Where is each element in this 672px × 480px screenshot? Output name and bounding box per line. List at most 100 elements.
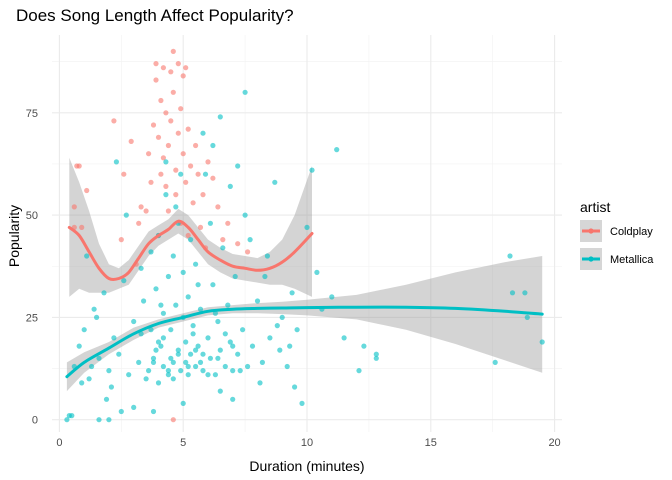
point-metallica [227, 339, 233, 345]
point-metallica [81, 327, 87, 333]
point-coldplay [185, 126, 191, 132]
point-coldplay [165, 208, 171, 214]
point-coldplay [153, 77, 159, 83]
point-metallica [108, 384, 114, 390]
point-metallica [180, 400, 186, 406]
point-coldplay [205, 159, 211, 165]
confidence-band-metallica [66, 256, 543, 392]
point-metallica [356, 368, 362, 374]
point-metallica [245, 363, 251, 370]
point-metallica [334, 147, 340, 153]
point-metallica [207, 220, 213, 226]
point-metallica [299, 400, 305, 406]
point-metallica [170, 359, 176, 365]
point-metallica [136, 359, 142, 365]
point-metallica [522, 290, 528, 296]
point-metallica [210, 142, 216, 149]
point-metallica [254, 298, 261, 304]
point-metallica [150, 359, 157, 365]
chart-title: Does Song Length Affect Popularity? [16, 6, 294, 25]
confidence-band-coldplay [69, 157, 312, 297]
point-metallica [304, 224, 310, 230]
point-metallica [279, 314, 285, 320]
point-coldplay [170, 417, 176, 423]
y-tick-label: 0 [32, 415, 38, 427]
point-coldplay [150, 122, 157, 128]
point-metallica [272, 179, 278, 185]
point-metallica [197, 306, 204, 312]
point-metallica [168, 355, 174, 361]
y-tick-label: 50 [26, 210, 38, 222]
confidence-bands [66, 157, 543, 392]
point-metallica [200, 368, 206, 374]
point-metallica [205, 372, 211, 378]
legend-item-metallica: Metallica [580, 248, 654, 270]
legend-key-point [588, 256, 594, 262]
point-metallica [249, 343, 256, 349]
point-metallica [373, 351, 379, 357]
point-metallica [230, 343, 236, 349]
point-metallica [217, 347, 223, 353]
point-metallica [155, 380, 162, 386]
smooth-line-metallica [65, 305, 544, 379]
point-coldplay [148, 179, 154, 185]
point-metallica [160, 363, 166, 370]
point-metallica [232, 273, 238, 280]
point-metallica [195, 343, 201, 349]
major-gridlines [52, 35, 562, 432]
point-coldplay [170, 89, 176, 95]
point-coldplay [155, 134, 162, 140]
point-metallica [509, 290, 516, 296]
point-metallica [131, 404, 137, 410]
point-metallica [188, 351, 194, 357]
point-metallica [89, 363, 95, 370]
point-metallica [230, 368, 236, 374]
legend-item-coldplay: Coldplay [580, 220, 653, 242]
point-metallica [287, 343, 293, 349]
point-metallica [215, 318, 221, 325]
point-metallica [237, 368, 243, 374]
point-metallica [113, 159, 119, 165]
point-metallica [91, 306, 97, 312]
point-metallica [240, 327, 246, 333]
point-metallica [215, 355, 221, 361]
y-tick-label: 75 [26, 108, 38, 120]
point-metallica [294, 327, 300, 333]
point-metallica [193, 261, 199, 267]
point-metallica [195, 282, 201, 288]
point-coldplay [245, 249, 251, 255]
point-metallica [101, 290, 107, 296]
y-axis-title: Popularity [6, 205, 22, 267]
point-coldplay [168, 69, 174, 75]
legend-label-metallica: Metallica [610, 254, 654, 266]
point-metallica [165, 368, 171, 374]
point-metallica [200, 351, 206, 357]
point-coldplay [193, 142, 199, 149]
point-coldplay [200, 192, 206, 198]
x-axis-title: Duration (minutes) [249, 458, 364, 474]
point-metallica [118, 408, 124, 415]
point-coldplay [173, 167, 179, 173]
point-metallica [230, 396, 236, 402]
point-metallica [227, 183, 233, 189]
point-coldplay [136, 220, 142, 226]
point-coldplay [111, 118, 117, 124]
point-metallica [86, 376, 92, 382]
point-metallica [116, 351, 122, 357]
point-metallica [76, 343, 82, 349]
point-metallica [247, 237, 253, 243]
point-metallica [160, 310, 166, 316]
point-coldplay [128, 138, 134, 144]
point-metallica [183, 359, 189, 365]
x-tick-label: 0 [56, 437, 62, 449]
point-coldplay [185, 232, 191, 239]
point-coldplay [183, 179, 189, 185]
point-coldplay [121, 171, 127, 177]
point-metallica [277, 347, 283, 353]
point-metallica [185, 294, 191, 300]
point-metallica [84, 253, 90, 259]
point-coldplay [118, 237, 124, 243]
point-metallica [131, 318, 137, 325]
point-coldplay [71, 204, 77, 210]
data-points [64, 48, 545, 423]
